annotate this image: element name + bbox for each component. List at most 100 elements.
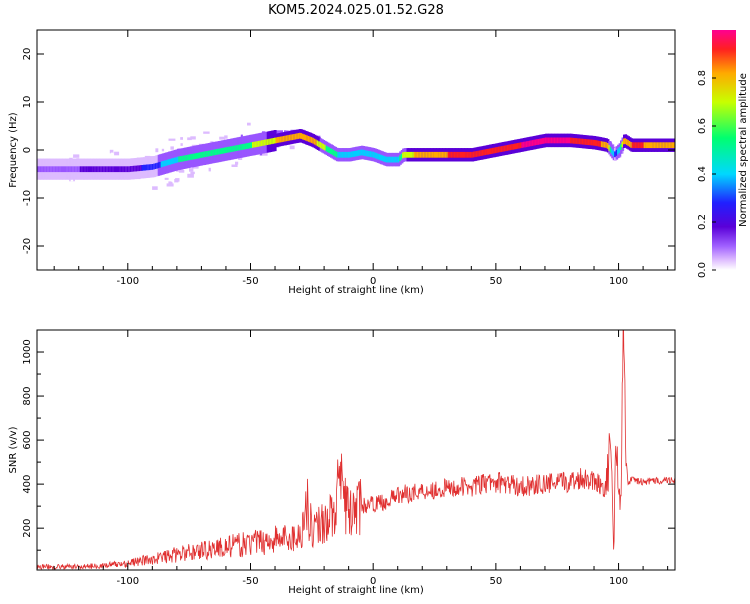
spectrogram-ytick-label: 20 — [22, 48, 33, 61]
spectrum-ridge-cell — [369, 151, 373, 157]
spectrum-noise-cell — [39, 195, 45, 199]
spectrum-ridge-cell — [97, 166, 100, 173]
spectrum-noise-cell — [127, 151, 133, 154]
spectrum-noise-cell — [43, 113, 51, 117]
spectrum-ridge-cell — [391, 156, 395, 163]
spectrum-ridge-cell — [327, 146, 330, 153]
spectrum-ridge-cell — [57, 166, 61, 173]
spectrum-noise-cell — [219, 136, 226, 140]
spectrum-ridge-cell — [428, 151, 432, 158]
spectrum-ridge-cell — [129, 166, 133, 172]
spectrum-ridge-cell — [178, 156, 181, 163]
spectrum-ridge-cell — [397, 156, 401, 163]
spectrum-ridge-cell — [334, 150, 337, 157]
spectrum-ridge-cell — [491, 147, 495, 154]
spectrum-ridge-cell — [293, 134, 296, 140]
spectrum-noise-cell — [112, 117, 120, 120]
spectrum-ridge-cell — [316, 140, 320, 147]
spectrum-ridge-cell — [655, 142, 658, 149]
spectrum-noise-cell — [113, 187, 120, 191]
spectrum-noise-cell — [90, 129, 93, 134]
spectrum-ridge-cell — [665, 142, 669, 149]
spectrum-ridge-cell — [128, 166, 131, 173]
snr-xtick-label: 0 — [370, 576, 376, 587]
spectrum-noise-cell — [87, 129, 91, 134]
spectrum-ridge-cell — [197, 152, 201, 159]
snr-series-line — [37, 330, 675, 570]
spectrum-noise-cell — [155, 148, 159, 153]
spectrum-ridge-cell — [103, 166, 106, 173]
spectrum-ridge-cell — [112, 166, 115, 173]
spectrum-ridge-cell — [47, 166, 50, 173]
spectrum-ridge-cell — [81, 166, 84, 173]
spectrum-ridge-cell — [146, 164, 149, 171]
spectrum-ridge-cell — [408, 151, 411, 158]
snr-xtick-label: 100 — [609, 576, 628, 587]
spectrum-ridge-cell — [512, 143, 516, 150]
spectrum-ridge-cell — [515, 143, 519, 150]
spectrum-ridge-cell — [543, 137, 547, 144]
spectrum-ridge-cell — [500, 146, 504, 152]
spectrum-ridge-cell — [204, 151, 208, 157]
spectrogram-ytick-label: 10 — [22, 96, 33, 109]
spectrum-ridge-cell — [72, 166, 75, 173]
spectrum-ridge-cell — [469, 151, 473, 158]
spectrum-noise-cell — [40, 208, 48, 213]
spectrum-ridge-cell — [533, 139, 536, 146]
spectrum-noise-cell — [97, 219, 105, 223]
spectrum-ridge-cell — [673, 142, 675, 149]
spectrum-ridge-cell — [44, 166, 47, 173]
spectrum-noise-cell — [171, 179, 175, 182]
spectrum-ridge-cell — [53, 166, 56, 173]
spectrum-noise-cell — [90, 191, 93, 196]
spectrum-ridge-cell — [606, 143, 610, 149]
spectrum-ridge-cell — [338, 151, 342, 158]
spectrum-ridge-cell — [384, 156, 388, 163]
spectrum-ridge-cell — [412, 151, 415, 158]
spectrum-ridge-cell — [215, 149, 218, 155]
spectrum-ridge-cell — [422, 151, 426, 158]
spectrum-ridge-cell — [254, 141, 258, 148]
spectrum-noise-cell — [42, 151, 47, 155]
spectrum-ridge-cell — [109, 166, 112, 173]
spectrum-ridge-cell — [253, 141, 256, 148]
spectrum-ridge-cell — [496, 147, 499, 153]
spectrum-ridge-cell — [91, 166, 95, 173]
spectrum-noise-cell — [137, 199, 141, 202]
spectrum-ridge-cell — [160, 161, 164, 168]
spectrum-ridge-cell — [553, 137, 557, 144]
spectrum-ridge-cell — [577, 138, 580, 145]
spectrum-ridge-cell — [194, 153, 198, 160]
spectrum-ridge-cell — [179, 156, 183, 162]
colorbar-tick-label: 0.8 — [697, 70, 708, 86]
spectrum-noise-cell — [53, 156, 60, 159]
spectrum-ridge-cell — [565, 137, 569, 144]
spectrogram-ytick-label: -10 — [22, 190, 33, 206]
spectrum-ridge-cell — [387, 156, 390, 163]
spectrum-ridge-cell — [282, 136, 286, 142]
spectrum-ridge-cell — [41, 166, 44, 173]
spectrum-ridge-cell — [643, 142, 647, 149]
spectrum-ridge-cell — [383, 155, 386, 162]
spectrum-ridge-cell — [628, 141, 632, 147]
spectrum-ridge-cell — [319, 142, 323, 148]
spectrum-ridge-cell — [362, 149, 365, 156]
spectrogram-ylabel: Frequency (Hz) — [8, 112, 19, 188]
spectrum-ridge-cell — [279, 136, 283, 143]
spectrum-ridge-cell — [175, 157, 178, 163]
spectrum-ridge-cell — [571, 137, 574, 144]
spectrum-ridge-cell — [300, 133, 304, 139]
spectrum-ridge-cell — [568, 137, 572, 144]
spectrum-ridge-cell — [237, 144, 240, 151]
spectrum-ridge-cell — [207, 150, 211, 157]
spectrum-ridge-cell — [363, 150, 367, 156]
spectrum-ridge-cell — [98, 166, 102, 173]
spectrum-ridge-cell — [653, 142, 657, 149]
spectrum-ridge-cell — [592, 139, 595, 146]
spectrum-ridge-cell — [597, 140, 601, 147]
spectrum-noise-cell — [224, 135, 228, 139]
spectrum-noise-cell — [136, 145, 140, 149]
snr-xlabel: Height of straight line (km) — [288, 585, 424, 596]
snr-ytick-label: 600 — [22, 431, 33, 450]
